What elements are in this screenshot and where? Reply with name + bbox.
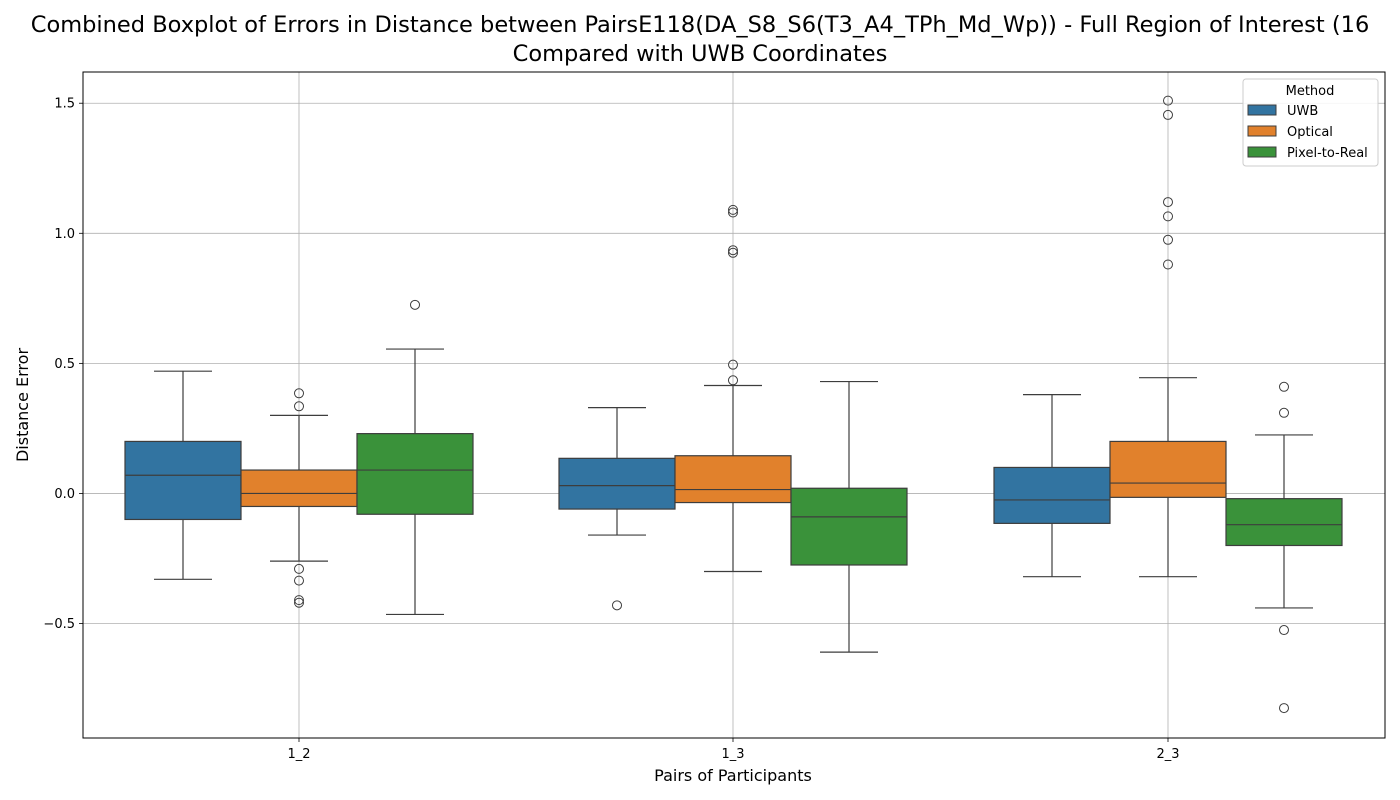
box-body [240,469,358,508]
x-axis-label: Pairs of Participants [654,766,812,785]
y-axis-label: Distance Error [13,348,32,462]
legend-label-pixel-to-real: Pixel-to-Real [1287,146,1368,161]
outlier-point [294,595,304,606]
box-pixel-to-real-1_3 [790,380,908,653]
box-body [790,487,908,566]
legend-title: Method [1286,84,1335,99]
outlier-point [728,359,738,370]
outlier-point [1279,381,1289,392]
legend-swatch-uwb [1247,104,1277,116]
outlier-point [1279,407,1289,418]
outlier-point [728,207,738,218]
legend: Method UWB Optical Pixel-to-Real [1242,78,1379,167]
x-tick-label: 1_2 [287,747,310,762]
box-uwb-1_2 [124,370,242,580]
boxes [124,95,1343,714]
legend-swatch-pixel-to-real [1247,146,1277,158]
y-tick-label: 0.5 [54,357,75,372]
box-body [674,455,792,504]
x-tick-label: 2_3 [1156,747,1179,762]
box-pixel-to-real-1_2 [356,299,474,616]
outlier-point [294,401,304,412]
outlier-point [1163,259,1173,270]
outlier-point [728,375,738,386]
box-optical-2_3 [1109,95,1227,578]
outlier-point [294,575,304,586]
box-optical-1_2 [240,388,358,608]
outlier-point [1163,197,1173,208]
outlier-point [294,597,304,608]
grid-lines [83,72,1385,738]
box-body [356,433,474,515]
outlier-point [728,204,738,215]
box-body [1109,440,1227,498]
chart-title-line-2: Compared with UWB Coordinates [512,41,888,67]
axis-ticks: −0.5 0.0 0.5 1.0 1.5 1_2 1_3 2_3 [43,97,1179,762]
box-uwb-1_3 [558,407,676,611]
box-body [1225,498,1343,547]
outlier-point [612,600,622,611]
legend-frame [1242,78,1379,167]
box-pixel-to-real-2_3 [1225,381,1343,714]
outlier-point [728,245,738,256]
outlier-point [1163,211,1173,222]
chart-title-line-1: Combined Boxplot of Errors in Distance b… [30,12,1370,38]
box-body [993,466,1111,524]
y-tick-label: 1.5 [54,97,75,112]
outlier-point [1279,625,1289,636]
box-body [124,440,242,521]
outlier-point [1279,703,1289,714]
x-tick-label: 1_3 [721,747,744,762]
outlier-point [294,563,304,574]
outlier-point [294,388,304,399]
plot-frame [82,71,1386,739]
legend-swatch-optical [1247,125,1277,137]
outlier-point [410,299,420,310]
y-tick-label: 0.0 [54,487,75,502]
outlier-point [1163,95,1173,106]
outlier-point [728,247,738,258]
outlier-point [1163,234,1173,245]
box-body [558,457,676,510]
box-optical-1_3 [674,204,792,573]
outlier-point [1163,109,1173,120]
y-tick-label: −0.5 [43,617,75,632]
legend-label-uwb: UWB [1287,104,1318,119]
legend-label-optical: Optical [1287,125,1333,140]
box-uwb-2_3 [993,393,1111,578]
y-tick-label: 1.0 [54,227,75,242]
